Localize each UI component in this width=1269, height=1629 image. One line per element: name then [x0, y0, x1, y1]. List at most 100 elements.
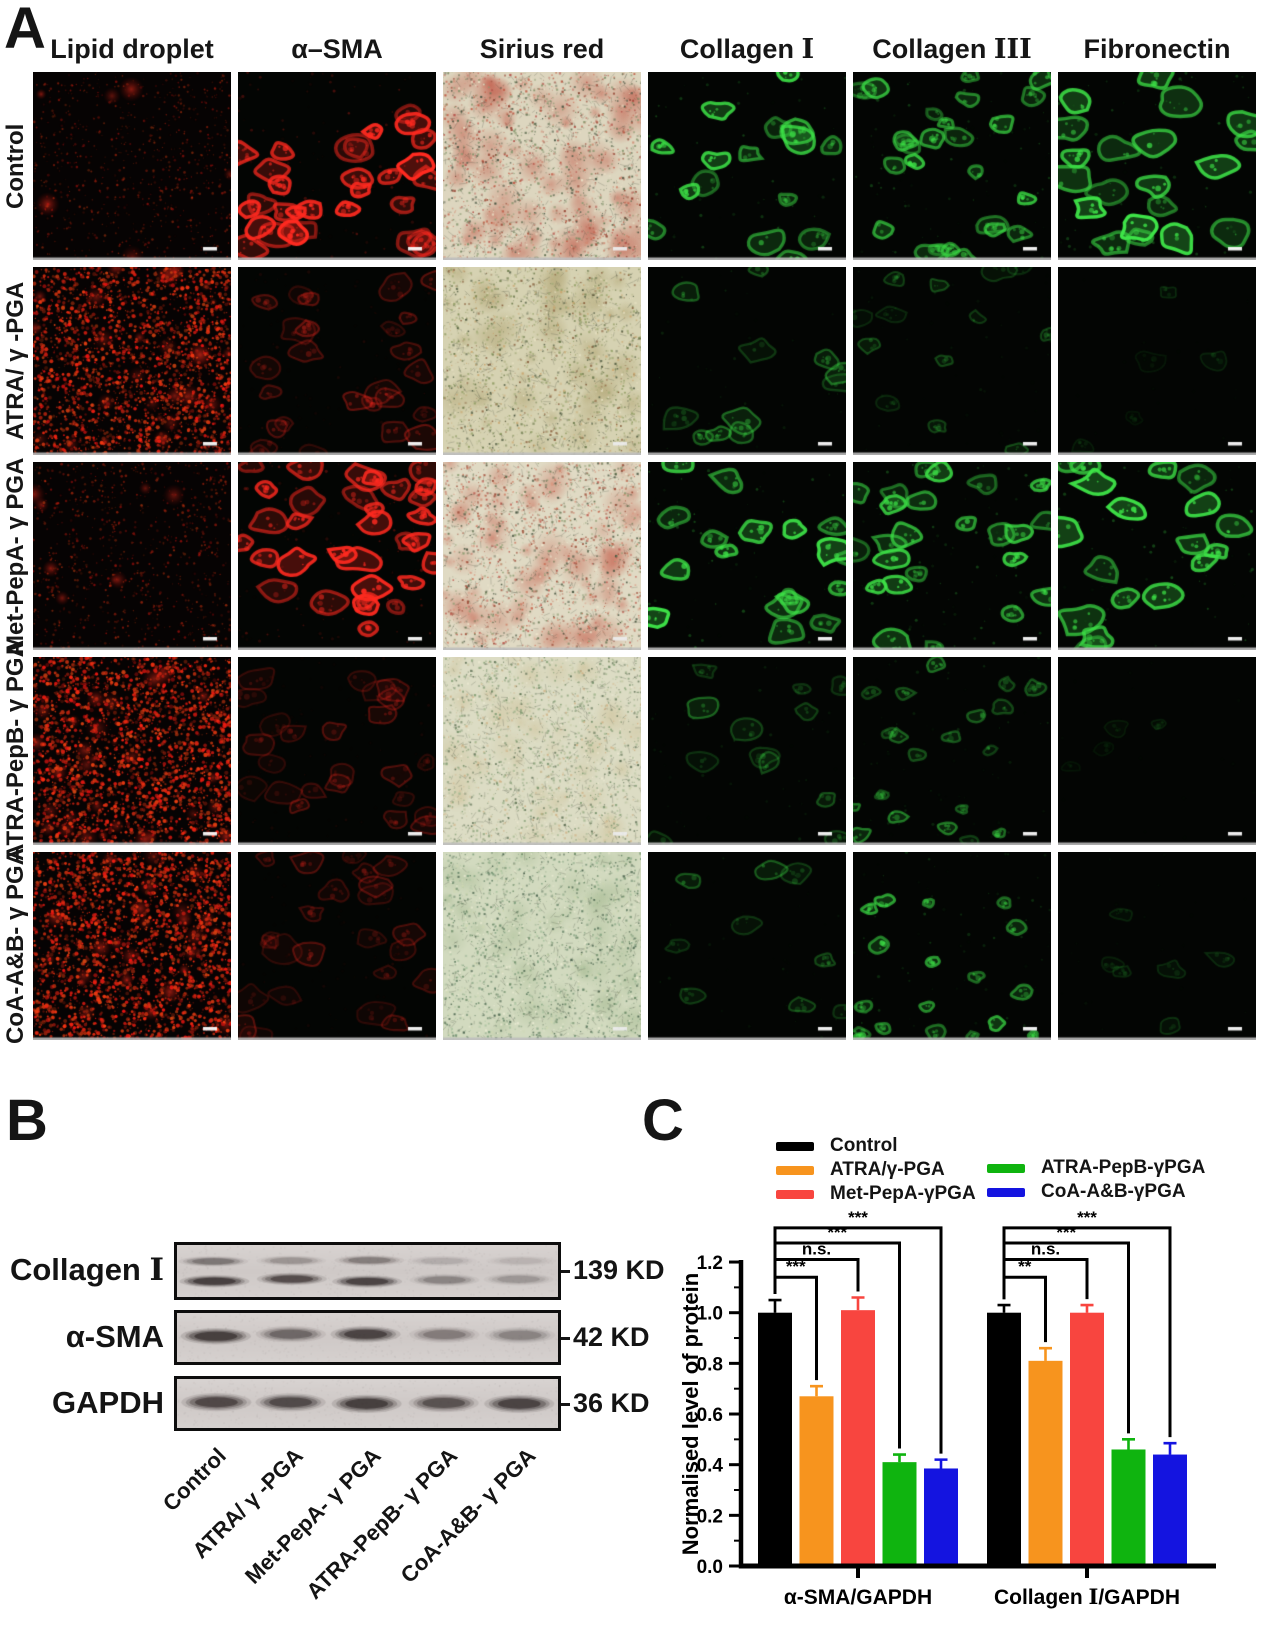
legend-item-4: CoA-A&B-γPGA — [987, 1181, 1186, 1203]
micrograph-Control-col5 — [1058, 72, 1256, 260]
micrograph-Met-PepA-PGA-col3 — [648, 462, 846, 650]
panel-a-label: A — [4, 0, 46, 61]
micrograph-CoA-A&B-PGA-col4 — [853, 852, 1051, 1040]
kd-tick-0 — [561, 1270, 570, 1273]
error-bar — [1080, 1303, 1094, 1313]
micrograph-Met-PepA-PGA-col5 — [1058, 462, 1256, 650]
micrograph-Control-col4 — [853, 72, 1051, 260]
micrograph-Control-col3 — [648, 72, 846, 260]
micrograph-Control-col2 — [443, 72, 641, 260]
y-tick-label-3: 0.6 — [697, 1405, 723, 1426]
label-part: I — [801, 34, 815, 65]
bar-ATRA-PGA-cat1 — [1028, 1360, 1063, 1566]
bar-chart: 0.0 0.2 0.4 0.6 0.8 1.0 1.2 α-SMA/GAPDH Collagen… — [678, 1208, 1216, 1609]
significance-label-0-3: *** — [848, 1208, 868, 1227]
micrograph-CoA-A&B-PGA-col0 — [33, 852, 231, 1040]
blot-membrane-2 — [177, 1379, 558, 1428]
blot-membrane-1 — [177, 1313, 558, 1362]
legend-label-3: ATRA-PepB-γPGA — [1041, 1157, 1206, 1178]
lane-label-3: ATRA-PepB- γ PGA — [301, 1443, 463, 1604]
micrograph-Met-PepA-PGA-col0 — [33, 462, 231, 650]
micrograph-ATRA-PGA-col5 — [1058, 267, 1256, 455]
lane-label-2: Met-PepA- γ PGA — [239, 1443, 386, 1589]
error-bar — [851, 1296, 865, 1311]
error-bar — [893, 1453, 906, 1463]
kd-tick-1 — [561, 1336, 570, 1340]
legend-swatch-2 — [776, 1189, 814, 1199]
micrograph-ATRA-PGA-col2 — [443, 267, 641, 455]
bar-CoA-A&B-PGA-cat1 — [1153, 1454, 1187, 1566]
micrograph-ATRA-PepB-PGA-col4 — [853, 657, 1051, 845]
blot-box-0 — [174, 1242, 561, 1300]
significance-label-0-0: *** — [786, 1257, 806, 1276]
significance-bracket-0-3 — [773, 1226, 943, 1454]
micrograph-ATRA-PepB-PGA-col1 — [238, 657, 436, 845]
kd-label-1: 42 KD — [573, 1321, 650, 1352]
category-label-0: α-SMA/GAPDH — [784, 1586, 932, 1609]
error-bar — [1039, 1346, 1052, 1361]
error-bar — [997, 1303, 1011, 1313]
micrograph-ATRA-PepB-PGA-col2 — [443, 657, 641, 845]
legend-swatch-1 — [776, 1165, 814, 1175]
legend-swatch-0 — [776, 1141, 814, 1151]
micrograph-CoA-A&B-PGA-col5 — [1058, 852, 1256, 1040]
significance-label-0-2: *** — [827, 1223, 847, 1242]
label-part: Collagen — [9, 1252, 150, 1287]
blot-box-2 — [174, 1376, 561, 1431]
legend-swatch-4 — [987, 1187, 1025, 1197]
bar-Control-cat1 — [987, 1312, 1021, 1566]
significance-label-1-0: ** — [1018, 1257, 1032, 1276]
legend-item-1: ATRA/γ-PGA — [776, 1159, 945, 1181]
blot-protein-label-0: Collagen I — [2, 1252, 164, 1288]
column-header-2: Sirius red — [479, 34, 605, 64]
micrograph-Control-col1 — [238, 72, 436, 260]
legend-swatch-3 — [987, 1163, 1025, 1173]
error-bar — [1122, 1438, 1135, 1450]
bar-ATRA-PGA-cat0 — [799, 1396, 834, 1566]
micrograph-Control-col0 — [33, 72, 231, 260]
micrograph-ATRA-PGA-col3 — [648, 267, 846, 455]
label-part: Collagen — [872, 34, 994, 64]
row-label-0: Control — [2, 123, 29, 209]
column-header-0: Lipid droplet — [50, 34, 214, 64]
error-bar — [934, 1458, 948, 1469]
legend-label-4: CoA-A&B-γPGA — [1041, 1181, 1186, 1202]
significance-label-1-2: *** — [1056, 1223, 1076, 1242]
micrograph-Met-PepA-PGA-col2 — [443, 462, 641, 650]
micrograph-CoA-A&B-PGA-col2 — [443, 852, 641, 1040]
legend-label-1: ATRA/γ-PGA — [830, 1159, 945, 1180]
legend-label-2: Met-PepA-γPGA — [830, 1183, 976, 1204]
column-header-3: Collagen I — [648, 34, 846, 66]
micrograph-ATRA-PepB-PGA-col0 — [33, 657, 231, 845]
row-label-2: Met-PepA- γ PGA — [2, 457, 29, 655]
y-tick-label-0: 0.0 — [697, 1557, 723, 1578]
error-bar — [768, 1298, 782, 1313]
bar-Met-PepA-PGA-cat0 — [841, 1310, 875, 1566]
blot-protein-label-2: GAPDH — [52, 1384, 164, 1420]
panel-b-label: B — [6, 1088, 48, 1153]
bar-Met-PepA-PGA-cat1 — [1070, 1312, 1104, 1566]
y-tick-label-6: 1.2 — [697, 1253, 723, 1274]
bar-ATRA-PepB-PGA-cat1 — [1111, 1449, 1146, 1566]
category-label-1: Collagen I/GAPDH — [994, 1584, 1180, 1609]
micrograph-ATRA-PGA-col1 — [238, 267, 436, 455]
column-header-4: Collagen III — [853, 34, 1051, 66]
label-part: Collagen — [679, 34, 802, 64]
y-axis-title: Normalised level of protein — [678, 1273, 703, 1555]
micrograph-ATRA-PepB-PGA-col5 — [1058, 657, 1256, 845]
legend-item-3: ATRA-PepB-γPGA — [987, 1157, 1205, 1179]
kd-tick-2 — [561, 1402, 570, 1406]
y-tick-label-4: 0.8 — [697, 1354, 723, 1375]
y-tick-label-1: 0.2 — [697, 1506, 723, 1527]
panel-c-label: C — [642, 1088, 684, 1153]
y-tick-label-2: 0.4 — [697, 1456, 724, 1477]
micrograph-Met-PepA-PGA-col4 — [853, 462, 1051, 650]
blot-membrane-0 — [177, 1245, 558, 1297]
blot-box-1 — [174, 1310, 561, 1365]
micrograph-ATRA-PGA-col0 — [33, 267, 231, 455]
row-label-4: CoA-A&B- γ PGA — [2, 848, 29, 1044]
error-bar — [810, 1384, 823, 1397]
lane-label-0: Control — [157, 1443, 231, 1516]
bar-Control-cat0 — [758, 1312, 792, 1566]
